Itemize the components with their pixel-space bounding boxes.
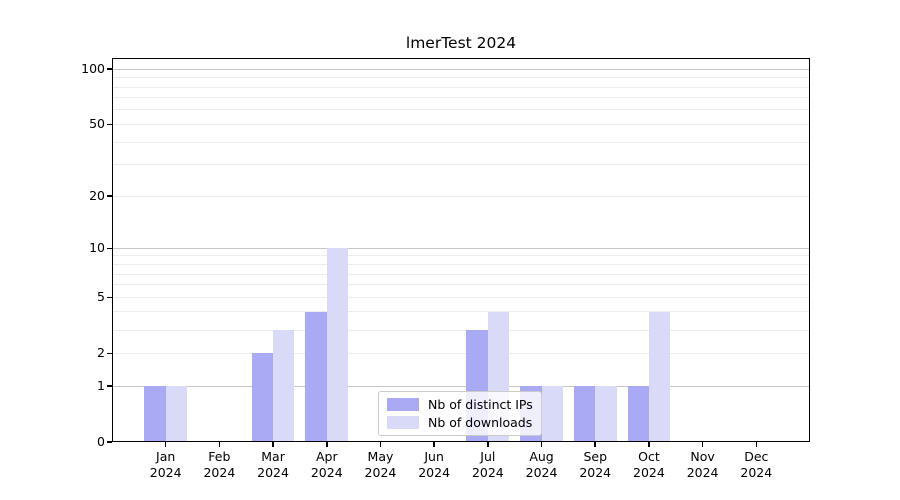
major-gridline [112,385,810,387]
minor-gridline [112,296,810,298]
y-axis-tick-label: 10 [89,240,105,256]
y-axis-tick [107,385,112,387]
minor-gridline [112,164,810,166]
bar-ips-oct [627,386,649,442]
minor-gridline [112,97,810,99]
x-axis-tick-label: Jan 2024 [149,449,182,480]
plot-area [112,58,810,442]
x-axis-tick-label: Sep 2024 [579,449,612,480]
bar-ips-mar [251,353,274,442]
major-gridline [112,247,810,249]
minor-gridline [112,329,810,331]
y-axis-tick [107,247,112,250]
bar-ips-sep [573,386,596,442]
x-axis-tick-label: Mar 2024 [257,449,289,480]
minor-gridline [112,273,810,275]
y-axis-tick-label: 20 [89,188,105,204]
minor-gridline [112,141,810,143]
minor-gridline [112,352,810,354]
y-axis-tick [107,68,112,70]
minor-gridline [112,311,810,313]
x-axis-tick [326,442,328,447]
minor-gridline [112,284,810,286]
x-axis-tick [540,442,543,447]
minor-gridline [112,123,810,125]
minor-gridline [112,195,810,197]
x-axis-tick [164,442,167,447]
legend-swatch-downloads [387,416,419,429]
y-axis-tick [107,296,112,298]
minor-gridline [112,77,810,79]
x-axis-tick-label: Feb 2024 [203,449,236,480]
chart-title: lmerTest 2024 [405,34,517,52]
x-axis-tick [755,442,758,447]
bar-downloads-mar [273,330,295,442]
x-axis-tick-label: Jun 2024 [418,449,451,480]
x-axis-tick [272,442,274,447]
x-axis-tick [701,442,704,447]
x-axis-tick [648,442,650,447]
x-axis-tick-label: Jul 2024 [471,449,504,480]
minor-gridline [112,255,810,257]
bar-downloads-jan [165,386,188,442]
bar-ips-apr [305,311,327,442]
bar-downloads-aug [541,386,563,442]
x-axis-tick-label: Oct 2024 [633,449,665,480]
y-axis-tick [107,352,112,354]
legend-label-downloads: Nb of downloads [428,415,533,430]
x-axis-tick-label: May 2024 [364,449,397,480]
major-gridline [112,68,810,70]
x-axis-tick [594,442,596,447]
legend: Nb of distinct IPs Nb of downloads [378,391,542,436]
legend-swatch-distinct-ips [387,398,419,411]
y-axis-tick [107,195,112,197]
y-axis-tick-label: 0 [97,434,105,449]
x-axis-tick-label: Dec 2024 [740,449,773,480]
bar-ips-jan [144,386,166,442]
bar-downloads-apr [326,248,349,442]
x-axis-tick-label: Aug 2024 [525,449,558,480]
y-axis-tick-label: 5 [97,289,105,305]
bar-downloads-oct [648,311,671,442]
y-axis-tick-label: 2 [97,345,105,361]
minor-gridline [112,264,810,265]
bar-downloads-sep [595,386,617,442]
x-axis-tick [433,442,435,447]
y-axis-tick-label: 100 [81,61,105,77]
x-axis-tick-label: Apr 2024 [310,449,343,480]
y-axis-tick [107,123,112,126]
legend-label-distinct-ips: Nb of distinct IPs [428,397,533,412]
x-axis-tick [379,442,382,447]
minor-gridline [112,86,810,88]
y-axis-tick-label: 1 [97,378,105,393]
x-axis-tick [487,442,489,447]
y-axis-tick [107,441,112,443]
legend-item-distinct-ips: Nb of distinct IPs [387,397,533,412]
x-axis-tick-label: Nov 2024 [686,449,719,480]
legend-item-downloads: Nb of downloads [387,415,533,430]
minor-gridline [112,109,810,111]
x-axis-tick [218,442,221,447]
y-axis-tick-label: 50 [89,116,105,132]
